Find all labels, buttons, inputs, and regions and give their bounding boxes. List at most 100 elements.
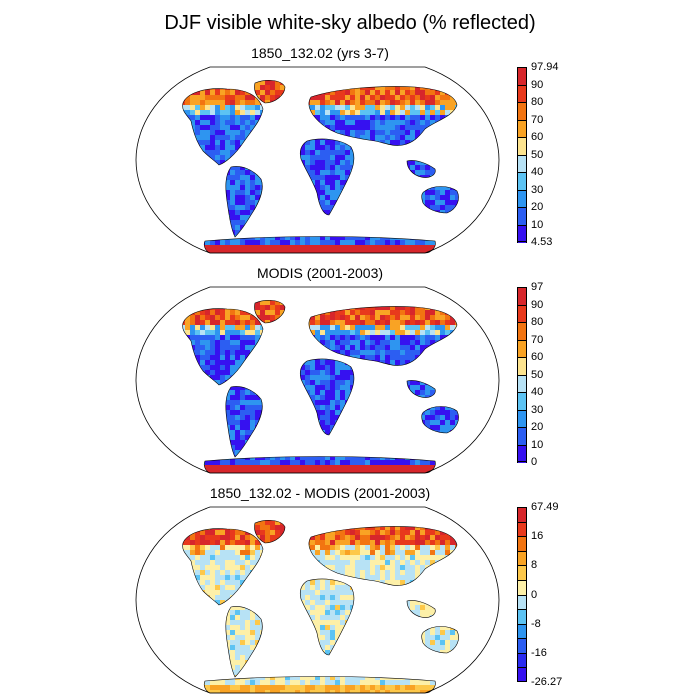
namerica-coastline [182,88,264,166]
colorbar-segment [517,119,527,138]
australia-coastline [421,406,459,434]
land-pixel-field [182,300,459,473]
eurasia-coastline [308,86,458,146]
colorbar-tick-label: 8 [531,559,538,572]
colorbar-segment [517,652,527,668]
colorbar-tick-label: 90 [531,78,544,91]
colorbar-segment [517,154,527,173]
colorbar-segment [517,67,527,85]
map-projection-outline [135,506,500,694]
colorbar-tick-label: 16 [531,530,544,543]
greenland-coastline [254,520,286,544]
colorbar-segment [517,84,527,103]
africa-coastline [299,138,355,216]
colorbar-tick-label: 10 [531,218,544,231]
colorbar-segment [517,579,527,595]
map-panel-difference: 1850_132.02 - MODIS (2001-2003) 67.49 16 8… [0,485,700,700]
panel-title: MODIS (2001-2003) [256,265,384,281]
colorbar-tick-label: 70 [531,333,544,346]
figure-title: DJF visible white-sky albedo (% reflecte… [164,12,536,34]
colorbar-tick-label: 40 [531,386,544,398]
colorbar-tick-label: 97.94 [531,61,559,73]
antarctica-coastline [203,456,436,474]
map-panel-model: 1850_132.02 (yrs 3-7) 97.94 90 80 70 60 50 40 3… [0,45,700,260]
colorbar-segment [517,507,527,523]
world-map [135,66,500,254]
world-map [135,286,500,474]
colorbar-tick-label: 10 [531,438,544,451]
colorbar-segment [517,172,527,190]
map-projection-outline [135,286,500,474]
australia-coastline [421,626,459,654]
colorbar-segment [517,638,527,654]
colorbar-tick-label: 70 [531,113,544,126]
colorbar-segment [517,224,527,243]
colorbar-tick-label: 30 [531,183,544,196]
colorbar: 67.49 16 8 0 -8 -16 -26.27 [517,502,577,688]
greenland-coastline [254,80,286,104]
colorbar-segment [517,102,527,120]
colorbar-segment [517,565,527,581]
eurasia-coastline [308,306,458,366]
eurasia-coastline [308,526,458,586]
colorbar: 97 90 80 70 60 50 40 30 20 10 0 [517,282,577,468]
colorbar-segment [517,409,527,428]
colorbar-segment [517,594,527,610]
colorbar-segment [517,287,527,305]
colorbar-segment [517,189,527,208]
colorbar-segment [517,339,527,358]
seasia-coastline [406,600,436,618]
africa-coastline [299,578,355,656]
colorbar-tick-label: -8 [531,617,541,630]
colorbar-tick-label: 30 [531,403,544,416]
colorbar-tick-label: 50 [531,148,544,161]
colorbar-segment [517,392,527,410]
colorbar-segment [517,427,527,445]
colorbar-segment [517,521,527,537]
seasia-coastline [406,160,436,178]
colorbar-tick-label: 0 [531,588,538,601]
colorbar-segment [517,207,527,225]
australia-coastline [421,186,459,214]
namerica-coastline [182,528,264,606]
colorbar-tick-label: 80 [531,96,544,108]
samerica-coastline [225,386,263,458]
colorbar-tick-label: 20 [531,421,544,433]
colorbar-tick-label: 4.53 [531,236,553,248]
samerica-coastline [225,166,263,238]
land-pixel-field [182,80,459,253]
greenland-coastline [254,300,286,324]
colorbar-tick-label: -26.27 [531,676,563,688]
africa-coastline [299,358,355,436]
colorbar-tick-label: 60 [531,351,544,363]
world-map [135,506,500,694]
land-pixel-field [182,520,459,693]
seasia-coastline [406,380,436,398]
colorbar-tick-label: -16 [531,646,547,659]
colorbar: 97.94 90 80 70 60 50 40 30 20 10 4.53 [517,62,577,248]
colorbar-tick-label: 40 [531,166,544,178]
samerica-coastline [225,606,263,678]
panel-title: 1850_132.02 - MODIS (2001-2003) [209,485,431,501]
colorbar-segment [517,137,527,155]
colorbar-segment [517,444,527,463]
antarctica-coastline [203,236,436,254]
colorbar-tick-label: 60 [531,131,544,143]
map-panel-modis: MODIS (2001-2003) 97 90 80 70 60 50 40 30 20 10 0 [0,265,700,480]
colorbar-tick-label: 20 [531,201,544,213]
colorbar-segment [517,536,527,552]
colorbar-tick-label: 67.49 [531,501,559,513]
colorbar-segment [517,623,527,639]
namerica-coastline [182,308,264,386]
colorbar-segment [517,357,527,375]
panel-title: 1850_132.02 (yrs 3-7) [251,45,389,61]
map-projection-outline [135,66,500,254]
colorbar-segment [517,667,527,683]
antarctica-coastline [203,676,436,694]
colorbar-tick-label: 80 [531,316,544,328]
colorbar-segment [517,374,527,393]
colorbar-tick-label: 97 [531,281,544,293]
colorbar-segment [517,550,527,566]
colorbar-tick-label: 0 [531,456,538,468]
colorbar-segment [517,322,527,340]
